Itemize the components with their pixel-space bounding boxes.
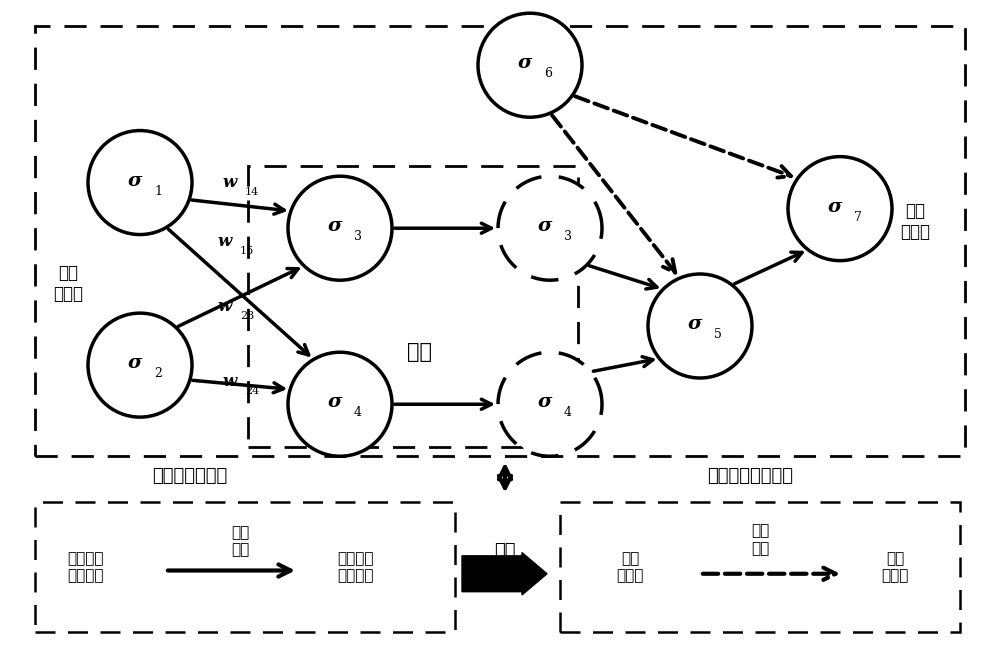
FancyArrowPatch shape <box>395 399 491 409</box>
FancyArrowPatch shape <box>178 269 298 326</box>
Text: σ: σ <box>128 171 142 190</box>
Text: σ: σ <box>538 217 552 235</box>
Text: 14: 14 <box>245 187 259 198</box>
Ellipse shape <box>500 177 600 279</box>
Text: σ: σ <box>128 354 142 372</box>
Text: 3: 3 <box>564 230 572 243</box>
Text: σ: σ <box>538 393 552 411</box>
Text: σ: σ <box>328 217 342 235</box>
FancyArrowPatch shape <box>734 252 802 284</box>
Text: 变异: 变异 <box>408 342 432 362</box>
Text: 7: 7 <box>854 211 862 224</box>
Text: σ: σ <box>328 393 342 411</box>
Text: 4: 4 <box>564 406 572 419</box>
Text: 3: 3 <box>354 230 362 243</box>
Text: 输出
神经元: 输出 神经元 <box>900 202 930 241</box>
FancyArrow shape <box>462 553 547 595</box>
Text: 5: 5 <box>714 328 722 341</box>
FancyArrowPatch shape <box>192 200 284 214</box>
Text: 推理
突触: 推理 突触 <box>751 524 769 556</box>
Text: 23: 23 <box>240 311 254 321</box>
Ellipse shape <box>478 13 582 117</box>
Text: w: w <box>223 174 237 191</box>
Text: σ: σ <box>688 315 702 333</box>
Text: 15: 15 <box>240 246 254 256</box>
Text: w: w <box>223 373 237 390</box>
FancyArrowPatch shape <box>395 223 491 233</box>
Text: w: w <box>218 298 232 315</box>
Text: 变异: 变异 <box>494 542 516 560</box>
Ellipse shape <box>88 130 192 235</box>
Text: 1: 1 <box>154 185 162 198</box>
Text: 6: 6 <box>544 67 552 80</box>
Text: 时序突触
前神经元: 时序突触 前神经元 <box>67 551 103 584</box>
Text: 输入
神经元: 输入 神经元 <box>53 264 83 303</box>
Text: 24: 24 <box>245 386 259 396</box>
Ellipse shape <box>648 274 752 378</box>
Text: w: w <box>218 233 232 250</box>
FancyArrowPatch shape <box>552 115 675 273</box>
FancyArrowPatch shape <box>575 96 791 177</box>
Text: σ: σ <box>518 54 532 72</box>
Text: 时序突触
后神经元: 时序突触 后神经元 <box>337 551 373 584</box>
Text: 推理
神经元: 推理 神经元 <box>881 551 909 584</box>
FancyArrowPatch shape <box>168 230 309 355</box>
Text: σ: σ <box>828 198 842 216</box>
Ellipse shape <box>88 313 192 417</box>
Text: 4: 4 <box>354 406 362 419</box>
FancyArrowPatch shape <box>193 380 284 393</box>
FancyArrowPatch shape <box>593 357 653 371</box>
Text: 推理
神经元: 推理 神经元 <box>616 551 644 584</box>
Text: 初始脉冲値校正: 初始脉冲値校正 <box>152 467 228 485</box>
Ellipse shape <box>288 352 392 456</box>
Ellipse shape <box>288 176 392 280</box>
Ellipse shape <box>788 156 892 261</box>
FancyArrowPatch shape <box>589 266 657 289</box>
Text: 脉冲値推理与计算: 脉冲値推理与计算 <box>707 467 793 485</box>
Text: 2: 2 <box>154 367 162 380</box>
Ellipse shape <box>500 353 600 455</box>
Text: 时序
突触: 时序 突触 <box>231 525 249 557</box>
